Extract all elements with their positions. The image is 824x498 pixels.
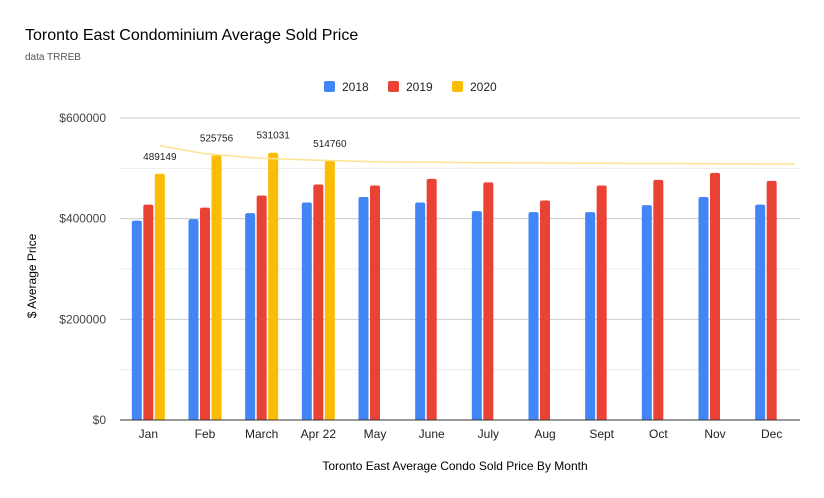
bar-2020-jan <box>154 173 165 420</box>
bar-2019-march <box>256 195 267 420</box>
legend: 2018 2019 2020 <box>324 80 497 94</box>
legend-label-2018: 2018 <box>342 80 369 94</box>
x-tick-label: Dec <box>761 427 782 441</box>
bars <box>131 152 777 421</box>
bar-2019-nov <box>710 172 720 420</box>
legend-swatch-2019 <box>388 81 399 92</box>
bar-2019-feb <box>200 207 210 420</box>
x-tick-label: Aug <box>534 427 555 441</box>
y-tick-label: $200000 <box>59 312 106 326</box>
x-tick-label: Nov <box>704 427 725 441</box>
bar-2019-jan <box>143 204 154 420</box>
bar-2019-oct <box>653 179 664 420</box>
bar-2018-june <box>415 202 426 420</box>
bar-2018-may <box>358 197 369 420</box>
trendline <box>159 144 796 165</box>
x-tick-label: June <box>419 427 445 441</box>
y-tick-label: $600000 <box>59 111 106 125</box>
y-axis-label: $ Average Price <box>25 233 39 318</box>
x-tick-label: Oct <box>649 427 668 441</box>
bar-2018-aug <box>528 212 539 420</box>
legend-swatch-2020 <box>452 81 463 92</box>
data-label: 525756 <box>200 133 234 144</box>
bar-2019-aug <box>540 200 550 420</box>
x-tick-label: July <box>478 427 499 441</box>
x-tick-label: March <box>245 427 278 441</box>
x-tick-label: Sept <box>589 427 614 441</box>
bar-2018-feb <box>188 219 199 420</box>
gridlines <box>120 117 800 371</box>
bar-2019-sept <box>596 185 607 420</box>
data-label: 489149 <box>143 152 177 163</box>
y-tick-label: $400000 <box>59 212 106 226</box>
bar-2018-march <box>245 213 256 420</box>
x-tick-label: Apr 22 <box>301 427 337 441</box>
bar-2019-july <box>483 182 494 420</box>
bar-2019-may <box>370 185 380 420</box>
y-axis-ticks: $0 $200000 $400000 $600000 <box>59 111 106 427</box>
bar-2019-dec <box>766 180 777 420</box>
legend-label-2019: 2019 <box>406 80 433 94</box>
x-tick-label: Jan <box>139 427 158 441</box>
bar-2018-july <box>471 211 482 420</box>
bar-2019-june <box>426 178 437 420</box>
chart-title: Toronto East Condominium Average Sold Pr… <box>25 27 358 44</box>
x-tick-label: Feb <box>195 427 216 441</box>
x-axis-ticks: Jan Feb March Apr 22 May June July Aug Sept Oct No… <box>139 427 783 441</box>
bar-2020-apr-22 <box>324 160 335 421</box>
bar-2018-jan <box>131 220 142 420</box>
data-label: 531031 <box>256 131 290 142</box>
bar-2018-sept <box>585 212 596 420</box>
bar-2018-nov <box>698 197 709 420</box>
bar-2018-dec <box>755 204 766 420</box>
bar-2018-apr-22 <box>301 202 312 420</box>
bar-2019-apr-22 <box>313 184 324 420</box>
x-axis-label: Toronto East Average Condo Sold Price By… <box>322 459 587 473</box>
legend-swatch-2018 <box>324 81 335 92</box>
chart-subtitle: data TRREB <box>25 52 81 63</box>
trendline-group <box>159 144 796 165</box>
y-tick-label: $0 <box>93 413 107 427</box>
bar-2018-oct <box>641 205 652 420</box>
x-tick-label: May <box>364 427 387 441</box>
data-label: 514760 <box>313 139 347 150</box>
bar-2020-feb <box>211 155 222 420</box>
legend-label-2020: 2020 <box>470 80 497 94</box>
data-labels: 489149 525756 531031 514760 <box>143 131 347 163</box>
bar-2020-march <box>268 152 279 420</box>
